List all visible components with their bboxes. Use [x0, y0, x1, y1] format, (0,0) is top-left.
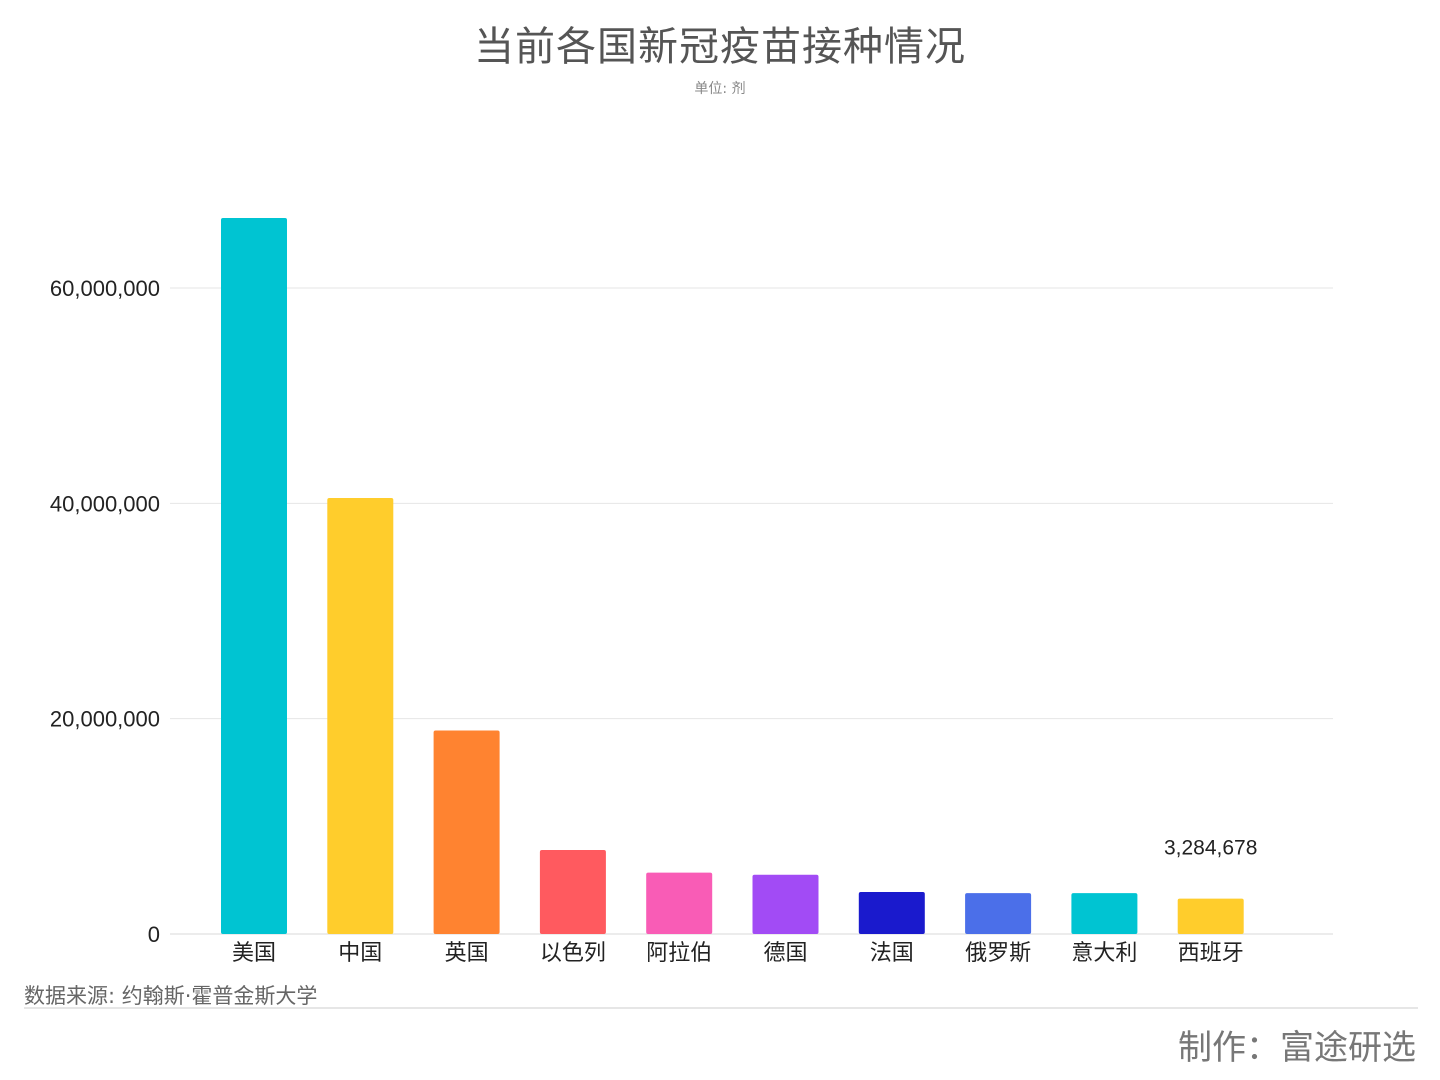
- labels: 0 20,000,000 40,000,000 60,000,000 美国 中国 英国 以色列…: [50, 276, 1258, 966]
- x-tick-label: 西班牙: [1178, 941, 1244, 966]
- y-tick-label: 0: [148, 922, 160, 947]
- bar: [327, 497, 394, 934]
- x-tick-label: 以色列: [540, 941, 606, 966]
- bar: [1071, 893, 1138, 934]
- x-tick-label: 阿拉伯: [646, 941, 712, 966]
- bar: [858, 892, 925, 934]
- bar: [646, 872, 713, 934]
- bar: [433, 730, 500, 934]
- bar: [752, 874, 819, 934]
- x-tick-label: 法国: [870, 941, 914, 966]
- y-tick-label: 20,000,000: [50, 707, 160, 732]
- y-tick-label: 40,000,000: [50, 491, 160, 516]
- bar: [965, 893, 1032, 934]
- x-tick-label: 中国: [338, 941, 382, 966]
- bar: [1177, 898, 1244, 934]
- source-note: 数据来源: 约翰斯·霍普金斯大学: [24, 984, 318, 1008]
- x-tick-label: 英国: [445, 941, 489, 966]
- x-tick-label: 俄罗斯: [965, 941, 1031, 966]
- y-tick-label: 60,000,000: [50, 276, 160, 301]
- bar: [221, 218, 287, 934]
- chart-title: 当前各国新冠疫苗接种情况: [474, 24, 966, 70]
- bar: [539, 850, 606, 934]
- data-label: 3,284,678: [1164, 837, 1257, 860]
- x-tick-label: 美国: [232, 941, 276, 966]
- x-tick-label: 意大利: [1071, 941, 1137, 966]
- footer-divider: [24, 1007, 1418, 1009]
- bars: [221, 218, 1244, 934]
- x-tick-label: 德国: [763, 941, 807, 966]
- credit-text: 制作：富途研选: [1178, 1028, 1416, 1068]
- chart-subtitle: 单位: 剂: [694, 81, 746, 97]
